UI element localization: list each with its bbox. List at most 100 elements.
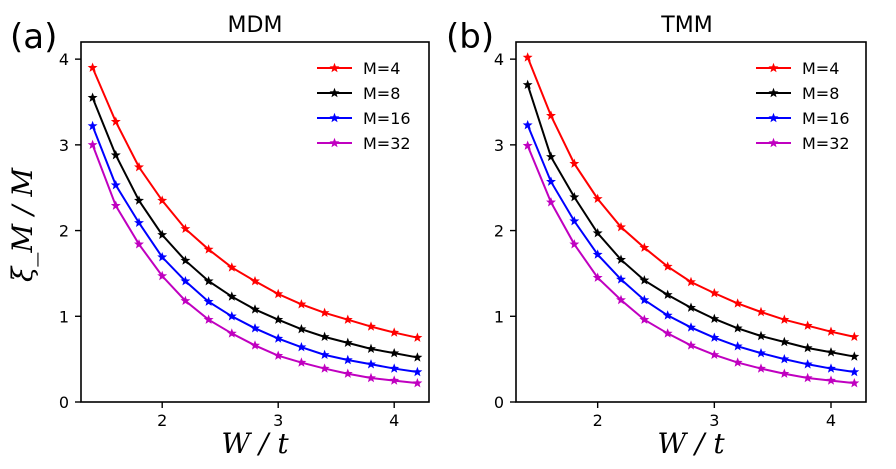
panel-b-legend-label-m4: M=4 [802, 59, 839, 78]
panel-b-legend-marker-m8 [768, 87, 779, 98]
panel-b-point-m32-10 [756, 363, 766, 373]
panel-a-point-m16-8 [273, 333, 284, 343]
panel-b-legend-marker-m4 [768, 62, 779, 73]
panel-b-point-m32-0 [522, 140, 533, 150]
panel-b-x-tick-label-2: 4 [826, 411, 836, 430]
panel-a-plot-frame [80, 41, 430, 403]
panel-a-point-m8-2 [134, 195, 144, 205]
panel-b-point-m4-6 [662, 261, 673, 271]
panel-b-point-m8-10 [756, 330, 766, 341]
panel-a-point-m8-6 [226, 291, 237, 301]
panel-a-point-m32-13 [389, 375, 400, 385]
panel-a-point-m32-6 [226, 328, 237, 338]
panel-a-point-m16-6 [226, 311, 237, 321]
panel-b-point-m8-5 [639, 275, 650, 285]
panel-b-point-m16-14 [849, 366, 860, 377]
panel-b-point-m4-9 [732, 298, 743, 308]
panel-a-legend-marker-m32 [329, 137, 340, 148]
panel-a-point-m32-4 [180, 295, 191, 306]
panel-a-point-m4-7 [250, 275, 260, 286]
panel-a-point-m8-7 [250, 304, 260, 314]
panel-a-point-m4-13 [389, 327, 400, 337]
panel-b-point-m8-13 [826, 347, 836, 357]
panel-a-point-m16-7 [250, 323, 260, 333]
panel-b-point-m32-14 [849, 377, 860, 388]
panel-a-point-m4-4 [180, 223, 191, 234]
panel-b-point-m32-4 [616, 294, 626, 305]
panel-b-point-m8-12 [802, 342, 813, 353]
panel-a-y-tick-label-3: 3 [59, 136, 69, 155]
panel-a-point-m32-11 [342, 368, 353, 378]
panel-a-point-m4-6 [226, 262, 237, 272]
panel-b-point-m32-12 [802, 372, 813, 383]
panel-b-point-m4-13 [826, 326, 836, 336]
panel-b-point-m8-7 [686, 302, 696, 312]
panel-a-point-m16-10 [319, 349, 330, 360]
panel-a-point-m32-9 [296, 357, 307, 367]
panel-a-point-m16-1 [110, 179, 121, 190]
panel-b-point-m8-11 [779, 336, 790, 347]
panel-a-point-m4-12 [366, 321, 376, 331]
panel-a-point-m16-11 [342, 354, 353, 365]
panel-a-point-m16-3 [157, 251, 168, 262]
panel-b-point-m16-10 [756, 347, 766, 358]
panel-a-point-m32-2 [134, 239, 144, 249]
panel-b-point-m4-5 [639, 242, 650, 252]
panel-b-point-m8-3 [592, 227, 603, 238]
panel-a-point-m4-8 [273, 288, 284, 299]
panel-a-point-m4-11 [342, 314, 353, 324]
panel-b-point-m32-1 [546, 197, 556, 207]
panel-b-point-m4-7 [686, 276, 696, 287]
panel-b: (b) TMM W / t 2 3 4 0 1 2 3 4 M=4 M=8 M=16 M=32 [446, 13, 867, 460]
panel-b-point-m32-11 [779, 368, 790, 378]
panel-b-point-m32-2 [569, 239, 580, 249]
panel-b-legend-label-m16: M=16 [802, 109, 850, 128]
panel-b-legend-label-m32: M=32 [802, 134, 850, 153]
panel-a-point-m32-14 [412, 377, 423, 388]
panel-b-plot-area: 2 3 4 0 1 2 3 4 M=4 M=8 M=16 M=32 [494, 50, 860, 430]
panel-b-point-m32-6 [662, 328, 673, 338]
panel-a-point-m4-3 [157, 195, 168, 205]
panel-b-point-m16-7 [686, 322, 696, 332]
panel-b-title: TMM [660, 13, 712, 38]
panel-a-point-m4-5 [203, 244, 214, 254]
panel-a-point-m32-5 [203, 314, 214, 324]
panel-a-point-m16-12 [366, 359, 376, 369]
panel-a-plot-area: 2 3 4 0 1 2 3 4 M=4 M=8 M=16 M=32 [59, 50, 423, 430]
panel-a-point-m8-1 [110, 149, 121, 160]
panel-a-point-m16-13 [389, 363, 400, 373]
panel-b-point-m16-9 [732, 341, 743, 351]
panel-b-point-m16-3 [592, 249, 603, 259]
panel-a-x-tick-label-0: 2 [157, 411, 167, 430]
panel-b-point-m8-1 [546, 151, 556, 162]
panel-a-point-m4-1 [110, 116, 121, 126]
panel-b-point-m8-6 [662, 289, 673, 300]
panel-b-y-tick-label-0: 0 [494, 393, 504, 412]
panel-a-x-tick-label-2: 4 [389, 411, 399, 430]
panel-a-point-m4-0 [87, 62, 98, 72]
panel-b-point-m32-13 [826, 375, 836, 385]
panel-a-point-m8-14 [412, 352, 423, 362]
panel-b-point-m4-0 [522, 52, 533, 62]
panel-b-point-m16-12 [802, 359, 813, 369]
panel-b-point-m4-4 [616, 221, 626, 232]
panel-a-point-m32-3 [157, 270, 168, 281]
panel-a-point-m32-1 [110, 200, 121, 210]
panel-a-x-tick-label-1: 3 [273, 411, 283, 430]
panel-b-point-m16-8 [709, 332, 720, 342]
panel-b-legend-marker-m32 [768, 137, 779, 148]
panel-b-plot-frame [515, 41, 867, 403]
panel-b-x-tick-label-1: 3 [709, 411, 719, 430]
panel-b-y-tick-label-3: 3 [494, 136, 504, 155]
panel-b-point-m32-7 [686, 340, 696, 350]
panel-b-point-m16-5 [639, 294, 650, 305]
panel-a-point-m8-9 [296, 323, 307, 334]
panel-b-x-axis-label: W / t [657, 427, 725, 460]
panel-b-x-tick-label-0: 2 [593, 411, 603, 430]
panel-a-point-m32-7 [250, 340, 260, 350]
panel-b-point-m8-2 [569, 191, 580, 202]
panel-a-y-axis-label: ξ_M / M [6, 167, 39, 282]
panel-a-legend-marker-m8 [329, 87, 340, 98]
panel-a-y-tick-label-1: 1 [59, 307, 69, 326]
